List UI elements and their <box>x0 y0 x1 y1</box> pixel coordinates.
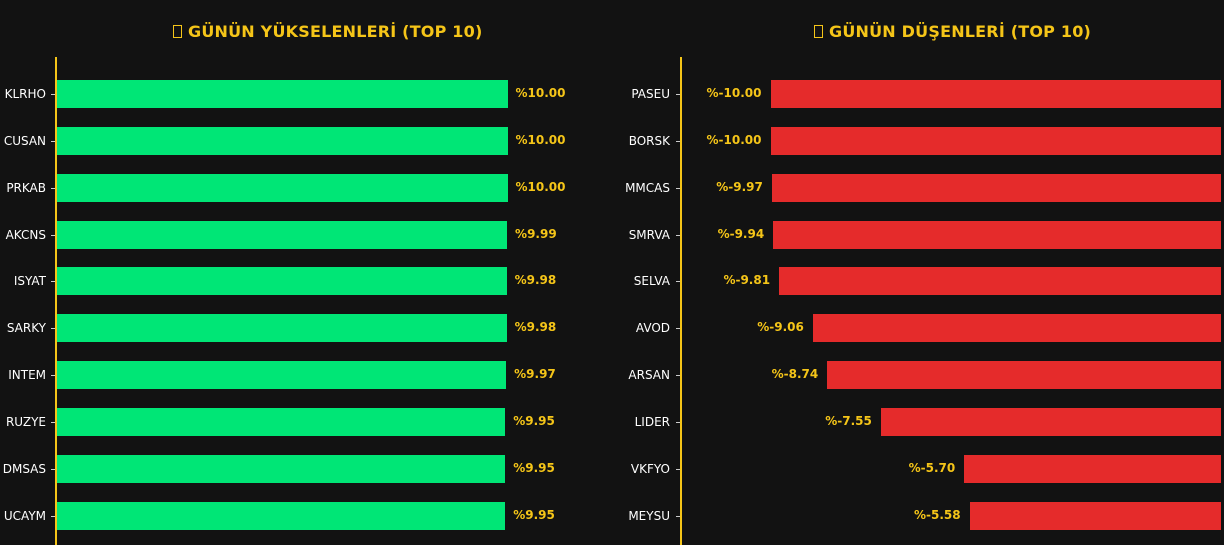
ticker-label: PASEU <box>631 87 670 101</box>
bar <box>770 80 1221 108</box>
ticker-label: BORSK <box>628 133 670 148</box>
axis-tick <box>676 140 680 142</box>
axis-tick <box>676 375 680 377</box>
value-label: %9.98 <box>514 273 557 288</box>
gainers-y-axis <box>55 57 57 545</box>
axis-tick <box>51 281 55 283</box>
ticker-label: PRKAB <box>6 180 46 195</box>
axis-tick <box>51 187 55 189</box>
value-label: %9.98 <box>514 320 557 335</box>
axis-tick <box>676 421 680 423</box>
ticker-label: CUSAN <box>3 133 46 148</box>
bar <box>771 173 1221 202</box>
bar <box>827 361 1221 390</box>
value-label: %-5.58 <box>914 507 961 522</box>
value-label: %-8.74 <box>771 367 819 382</box>
ticker-label: RUZYE <box>5 414 46 429</box>
ticker-label: ARSAN <box>628 368 670 383</box>
axis-tick <box>51 468 55 470</box>
axis-tick <box>676 94 680 95</box>
axis-tick <box>51 328 55 330</box>
value-label: %10.00 <box>515 132 566 147</box>
gainers-title: GÜNÜN YÜKSELENLERİ (TOP 10) <box>173 22 483 41</box>
value-label: %-9.06 <box>757 320 804 335</box>
bar <box>969 501 1221 530</box>
value-label: %9.95 <box>513 460 555 475</box>
bar <box>57 126 508 155</box>
value-label: %10.00 <box>515 179 566 194</box>
bar <box>57 454 506 483</box>
axis-tick <box>676 515 680 517</box>
axis-tick <box>676 234 680 236</box>
ticker-label: UCAYM <box>3 508 46 523</box>
losers-y-axis <box>680 57 682 545</box>
bar <box>964 454 1221 483</box>
ticker-label: AKCNS <box>5 227 46 242</box>
axis-tick <box>676 328 680 330</box>
bar <box>57 407 506 436</box>
ticker-label: SMRVA <box>628 227 670 242</box>
bar <box>779 267 1221 296</box>
value-label: %9.95 <box>513 413 555 428</box>
ticker-label: ISYAT <box>13 274 46 289</box>
value-label: %9.99 <box>515 226 557 241</box>
bar <box>57 361 507 390</box>
ticker-label: SELVA <box>633 274 670 289</box>
value-label: %-10.00 <box>706 132 762 147</box>
value-label: %9.97 <box>514 367 556 382</box>
bar <box>770 126 1221 155</box>
bar <box>57 173 508 202</box>
axis-tick <box>51 515 55 517</box>
value-label: %-7.55 <box>825 413 872 428</box>
value-label: %10.00 <box>515 86 566 100</box>
chart-down-icon <box>814 25 823 38</box>
axis-tick <box>51 375 55 377</box>
bar <box>880 407 1221 436</box>
axis-tick <box>51 94 55 95</box>
bar <box>57 314 507 343</box>
ticker-label: DMSAS <box>2 461 46 476</box>
ticker-label: VKFYO <box>630 461 670 476</box>
axis-tick <box>676 281 680 283</box>
bar <box>57 80 508 108</box>
axis-tick <box>676 187 680 189</box>
axis-tick <box>51 140 55 142</box>
axis-tick <box>676 468 680 470</box>
axis-tick <box>51 421 55 423</box>
ticker-label: MEYSU <box>628 508 670 523</box>
bar <box>57 267 507 296</box>
value-label: %-5.70 <box>908 460 956 475</box>
ticker-label: MMCAS <box>625 180 670 195</box>
gainers-title-text: GÜNÜN YÜKSELENLERİ (TOP 10) <box>188 22 483 41</box>
bar <box>57 501 506 530</box>
losers-title-text: GÜNÜN DÜŞENLERİ (TOP 10) <box>829 22 1092 41</box>
value-label: %9.95 <box>513 507 555 522</box>
bar <box>812 314 1221 343</box>
bar <box>773 220 1221 249</box>
bar <box>57 220 508 249</box>
ticker-label: INTEM <box>8 368 46 383</box>
ticker-label: LIDER <box>634 414 670 429</box>
ticker-label: KLRHO <box>4 87 46 101</box>
value-label: %-9.97 <box>716 179 763 194</box>
value-label: %-9.81 <box>723 273 771 288</box>
value-label: %-9.94 <box>717 226 765 241</box>
ticker-label: SARKY <box>6 321 46 336</box>
value-label: %-10.00 <box>706 86 762 100</box>
chart-up-icon <box>173 25 182 38</box>
losers-title: GÜNÜN DÜŞENLERİ (TOP 10) <box>814 22 1091 41</box>
axis-tick <box>51 234 55 236</box>
ticker-label: AVOD <box>635 321 670 336</box>
